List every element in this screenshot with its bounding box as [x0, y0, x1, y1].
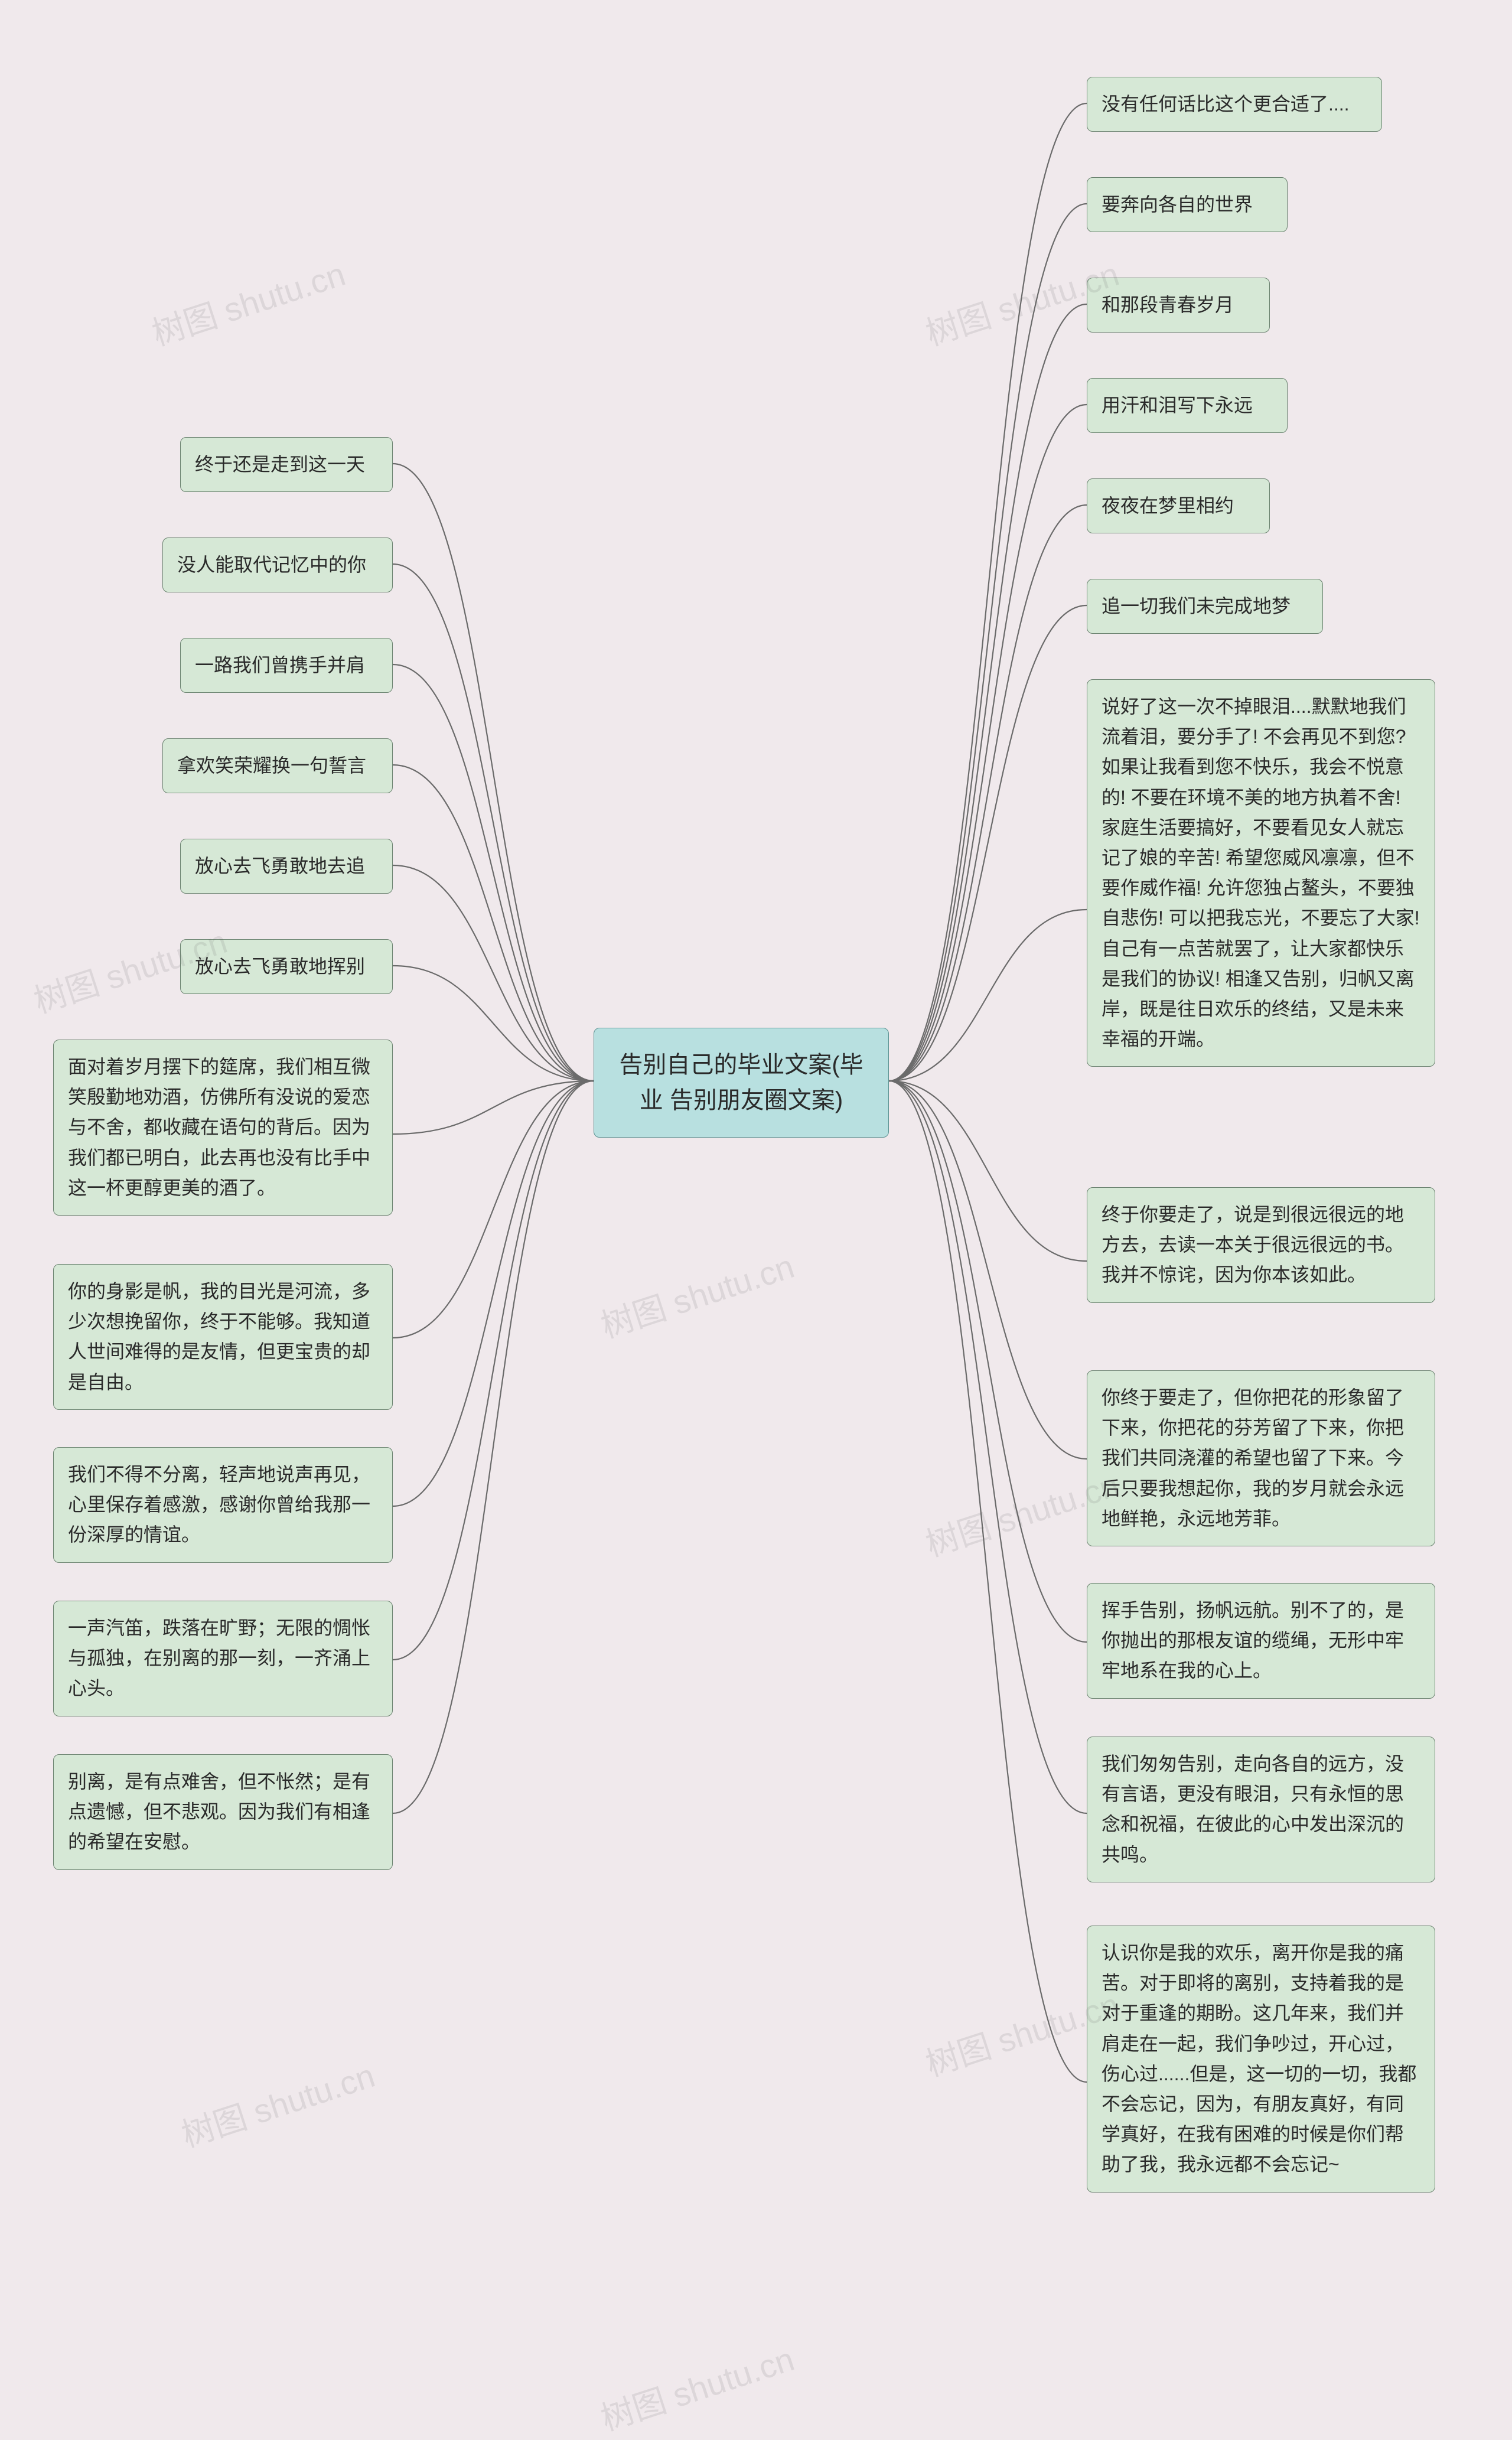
edge [393, 1081, 594, 1660]
mindmap-node: 夜夜在梦里相约 [1087, 478, 1270, 533]
mindmap-node: 认识你是我的欢乐，离开你是我的痛苦。对于即将的离别，支持着我的是对于重逢的期盼。… [1087, 1926, 1435, 2193]
mindmap-node: 面对着岁月摆下的筵席，我们相互微笑殷勤地劝酒，仿佛所有没说的爱恋与不舍，都收藏在… [53, 1040, 393, 1216]
watermark: 树图 shutu.cn [145, 248, 351, 356]
edge [889, 1081, 1087, 1261]
mindmap-node: 我们匆匆告别，走向各自的远方，没有言语，更没有眼泪，只有永恒的思念和祝福，在彼此… [1087, 1737, 1435, 1882]
edge [889, 605, 1087, 1081]
edge [393, 1081, 594, 1134]
edge [393, 464, 594, 1081]
edge [889, 1081, 1087, 2082]
mindmap-node: 放心去飞勇敢地挥别 [180, 939, 393, 994]
watermark: 树图 shutu.cn [594, 2333, 800, 2440]
mindmap-node: 一路我们曾携手并肩 [180, 638, 393, 693]
mindmap-node: 没人能取代记忆中的你 [162, 537, 393, 592]
mindmap-node: 和那段青春岁月 [1087, 278, 1270, 333]
watermark: 树图 shutu.cn [594, 1240, 800, 1348]
edge [889, 1081, 1087, 1813]
edge [393, 564, 594, 1081]
edge [393, 1081, 594, 1813]
edge [889, 103, 1087, 1081]
edge [889, 1081, 1087, 1459]
edge [889, 405, 1087, 1081]
mindmap-node: 用汗和泪写下永远 [1087, 378, 1288, 433]
edge [393, 865, 594, 1081]
edge [889, 304, 1087, 1081]
mindmap-node: 拿欢笑荣耀换一句誓言 [162, 738, 393, 793]
watermark: 树图 shutu.cn [175, 2050, 380, 2157]
edge [889, 204, 1087, 1081]
mindmap-node: 你终于要走了，但你把花的形象留了下来，你把花的芬芳留了下来，你把我们共同浇灌的希… [1087, 1370, 1435, 1546]
edge [393, 966, 594, 1081]
edge [393, 664, 594, 1081]
mindmap-node: 一声汽笛，跌落在旷野；无限的惆怅与孤独，在别离的那一刻，一齐涌上心头。 [53, 1601, 393, 1716]
mindmap-node: 挥手告别，扬帆远航。别不了的，是你抛出的那根友谊的缆绳，无形中牢牢地系在我的心上… [1087, 1583, 1435, 1699]
edge [393, 765, 594, 1081]
mindmap-node: 要奔向各自的世界 [1087, 177, 1288, 232]
mindmap-node: 没有任何话比这个更合适了.... [1087, 77, 1382, 132]
edge [393, 1081, 594, 1506]
mindmap-node: 追一切我们未完成地梦 [1087, 579, 1323, 634]
mindmap-node: 终于你要走了，说是到很远很远的地方去，去读一本关于很远很远的书。我并不惊诧，因为… [1087, 1187, 1435, 1303]
mindmap-node: 别离，是有点难舍，但不怅然；是有点遗憾，但不悲观。因为我们有相逢的希望在安慰。 [53, 1754, 393, 1870]
mindmap-node: 我们不得不分离，轻声地说声再见，心里保存着感激，感谢你曾给我那一份深厚的情谊。 [53, 1447, 393, 1563]
mindmap-canvas: 告别自己的毕业文案(毕业 告别朋友圈文案) 终于还是走到这一天没人能取代记忆中的你… [0, 0, 1512, 2429]
mindmap-node: 终于还是走到这一天 [180, 437, 393, 492]
edge [889, 910, 1087, 1081]
edge [889, 505, 1087, 1081]
edge [393, 1081, 594, 1338]
center-node: 告别自己的毕业文案(毕业 告别朋友圈文案) [594, 1028, 889, 1138]
mindmap-node: 放心去飞勇敢地去追 [180, 839, 393, 894]
mindmap-node: 说好了这一次不掉眼泪....默默地我们流着泪，要分手了! 不会再见不到您? 如果… [1087, 679, 1435, 1067]
mindmap-node: 你的身影是帆，我的目光是河流，多少次想挽留你，终于不能够。我知道人世间难得的是友… [53, 1264, 393, 1410]
edge [889, 1081, 1087, 1642]
